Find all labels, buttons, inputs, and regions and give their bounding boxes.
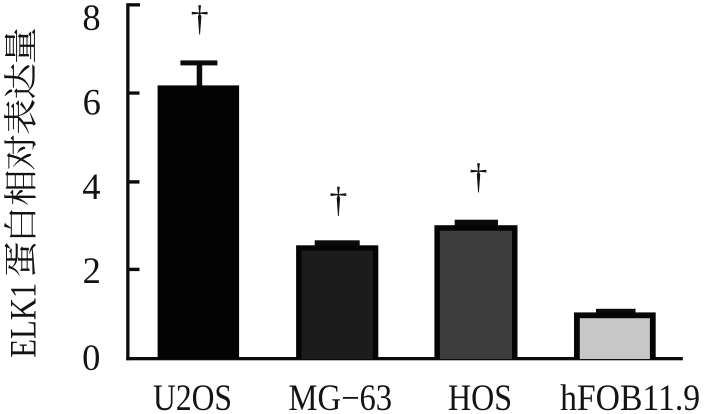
svg-text:hFOB11.9: hFOB11.9 — [560, 377, 700, 414]
svg-text:2: 2 — [83, 250, 101, 291]
svg-text:†: † — [329, 180, 347, 220]
svg-text:8: 8 — [82, 0, 100, 38]
svg-text:†: † — [191, 0, 209, 38]
svg-text:†: † — [470, 156, 488, 196]
svg-text:ELK1: ELK1 — [3, 283, 44, 358]
svg-text:U2OS: U2OS — [153, 377, 232, 414]
svg-text:4: 4 — [82, 166, 100, 207]
svg-text:0: 0 — [82, 337, 100, 378]
svg-text:HOS: HOS — [448, 377, 512, 414]
svg-text:MG−63: MG−63 — [289, 377, 393, 414]
svg-text:6: 6 — [83, 81, 101, 122]
